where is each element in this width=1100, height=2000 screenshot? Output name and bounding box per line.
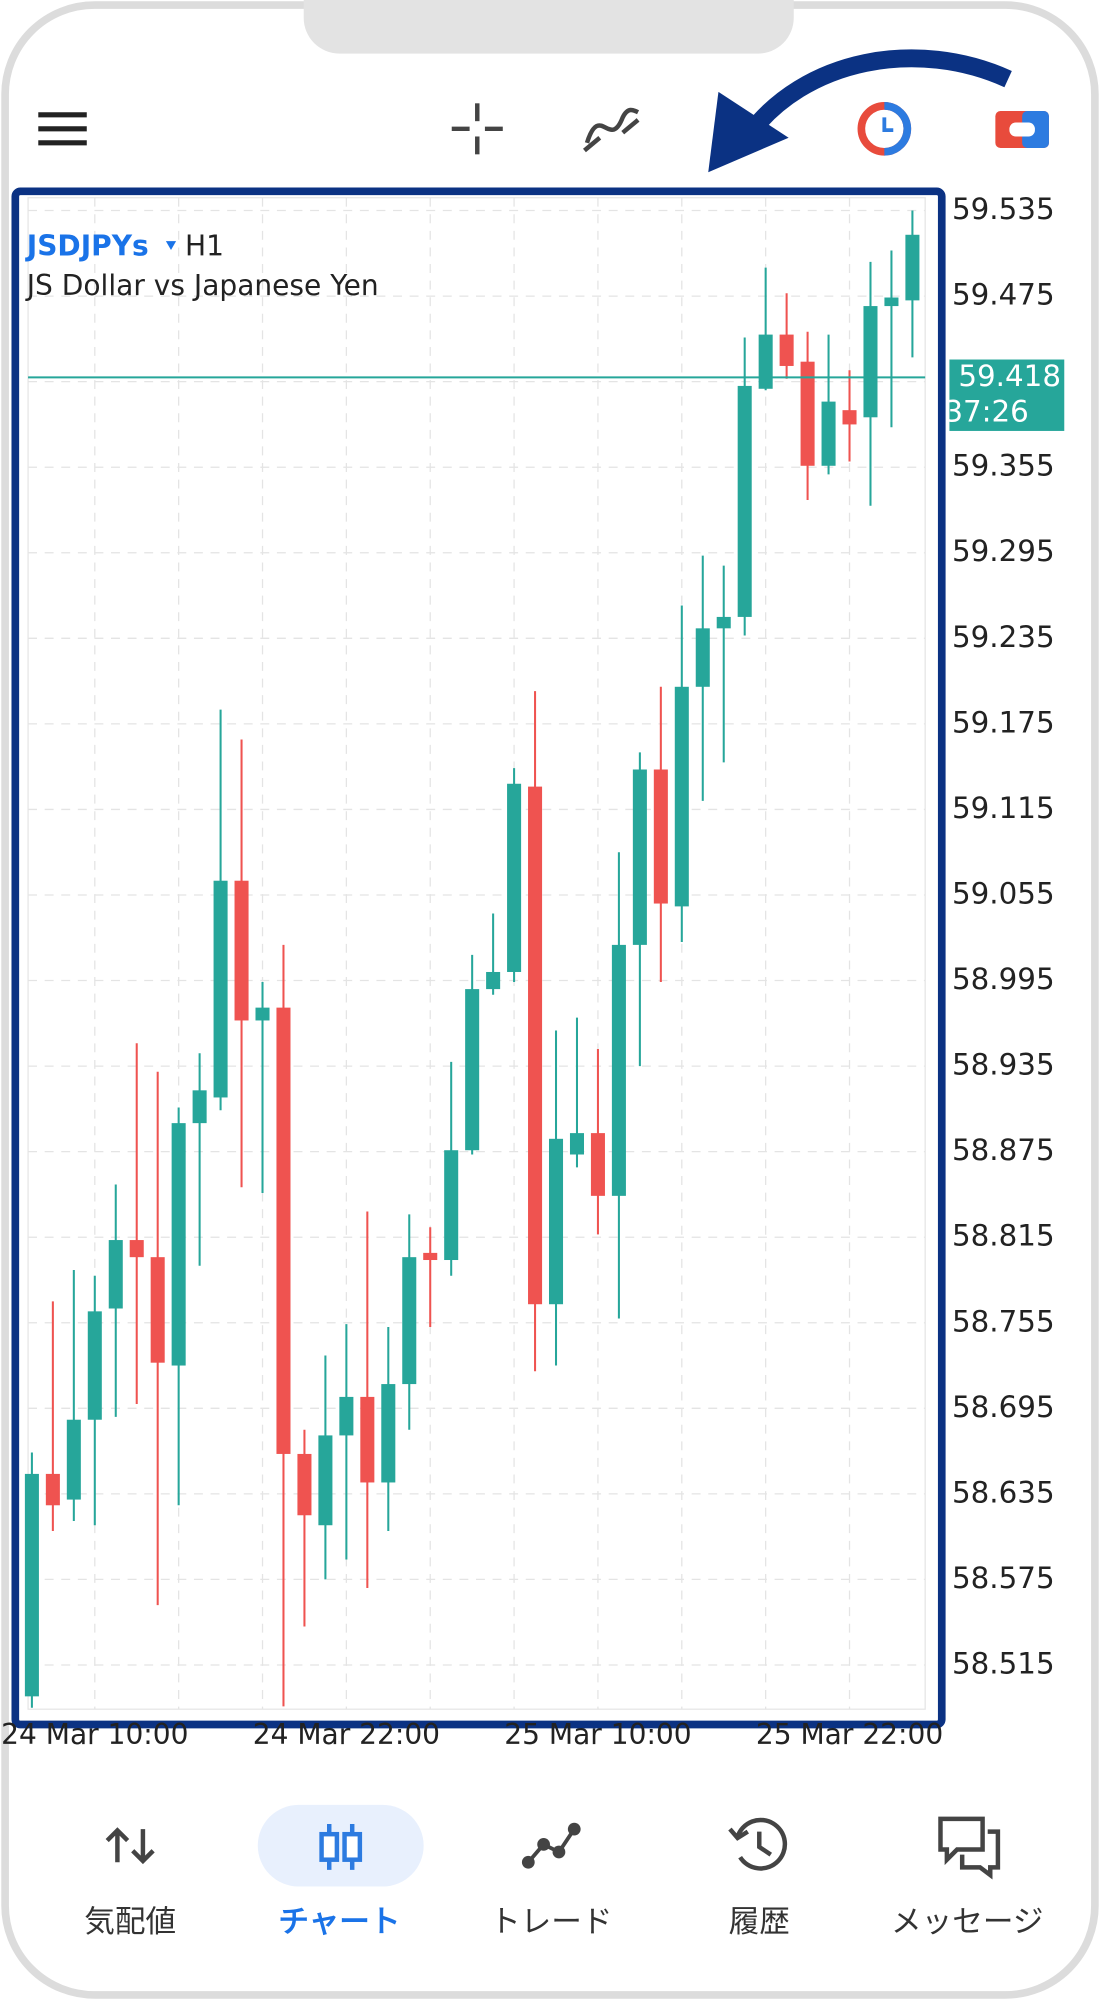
y-tick-label: 58.995 xyxy=(952,962,1055,996)
x-tick-label: 24 Mar 22:00 xyxy=(253,1718,440,1751)
candle-body xyxy=(737,385,752,617)
nav-label[interactable]: メッセージ xyxy=(891,1905,1043,1940)
nav-icon-chart xyxy=(319,1823,363,1870)
candle-body xyxy=(590,1133,605,1196)
candle-body xyxy=(884,297,899,307)
candle-body xyxy=(87,1311,102,1420)
y-tick-label: 59.295 xyxy=(952,534,1055,568)
candle-body xyxy=(800,361,815,466)
menu-button[interactable] xyxy=(38,112,87,146)
candle-body xyxy=(108,1240,123,1309)
candle-body xyxy=(360,1396,375,1483)
candle-body xyxy=(213,880,228,1098)
y-tick-label: 58.875 xyxy=(952,1133,1055,1167)
timeframe-button[interactable] xyxy=(857,102,912,156)
candle-body xyxy=(234,880,249,1021)
candle-body xyxy=(716,616,731,629)
arrow-head xyxy=(708,91,789,173)
nav-label[interactable]: チャート xyxy=(278,1905,400,1940)
candle-body xyxy=(779,334,794,366)
y-tick-label: 59.175 xyxy=(952,705,1055,739)
candle-body xyxy=(905,234,920,301)
x-tick-label: 24 Mar 10:00 xyxy=(1,1718,188,1751)
x-tick-label: 25 Mar 22:00 xyxy=(756,1718,943,1751)
arrow xyxy=(739,49,1012,144)
x-tick-label: 25 Mar 10:00 xyxy=(504,1718,691,1751)
chart: JSDJPYs H1 JS Dollar vs Japanese Yen xyxy=(24,197,926,1710)
candle-body xyxy=(24,1473,39,1697)
nav-icon-quotes xyxy=(105,1827,155,1865)
candle-body xyxy=(695,628,710,687)
candle-body xyxy=(507,783,522,972)
candle-body xyxy=(528,786,543,1305)
nav-label[interactable]: 気配値 xyxy=(84,1905,176,1940)
countdown-label: 37:26 xyxy=(944,395,1029,429)
y-tick-label: 59.115 xyxy=(952,791,1055,825)
candle-body xyxy=(171,1123,186,1366)
candle-body xyxy=(297,1453,312,1516)
candle-body xyxy=(632,769,647,945)
notch xyxy=(303,0,794,54)
candle-body xyxy=(66,1419,81,1500)
timeframe: H1 xyxy=(185,229,224,262)
y-tick-label: 58.515 xyxy=(952,1646,1055,1680)
current-price-box xyxy=(949,359,1065,431)
candle-body xyxy=(150,1257,165,1363)
candle-body xyxy=(276,1007,291,1454)
candle-body xyxy=(569,1133,584,1155)
y-tick-label: 58.575 xyxy=(952,1561,1055,1595)
candle-body xyxy=(486,971,501,990)
candle-body xyxy=(674,686,689,907)
nav-label[interactable]: 履歴 xyxy=(729,1905,790,1940)
y-tick-label: 59.475 xyxy=(952,278,1055,312)
symbol: JSDJPYs xyxy=(25,229,149,262)
y-tick-label: 58.635 xyxy=(952,1475,1055,1509)
nav-icon-trade xyxy=(521,1822,581,1869)
y-tick-label: 58.935 xyxy=(952,1048,1055,1082)
candle-body xyxy=(444,1150,459,1261)
candle-body xyxy=(318,1435,333,1526)
nav-active-pill xyxy=(257,1804,424,1887)
candle-body xyxy=(842,410,857,425)
candle-body xyxy=(548,1138,564,1305)
highlight-frame xyxy=(11,187,946,1729)
y-tick-label: 59.235 xyxy=(952,620,1055,654)
y-tick-label: 58.815 xyxy=(952,1219,1055,1253)
nav-icon-messages xyxy=(938,1816,1001,1880)
candle-body xyxy=(758,334,773,389)
candle-body xyxy=(423,1252,438,1261)
chart-title: JS Dollar vs Japanese Yen xyxy=(25,269,379,302)
trade-button[interactable] xyxy=(995,110,1049,148)
y-tick-label: 58.695 xyxy=(952,1390,1055,1424)
candle-body xyxy=(255,1007,270,1021)
candle-body xyxy=(45,1473,60,1506)
candle-body xyxy=(821,401,836,466)
symbol-dropdown xyxy=(165,241,177,250)
crosshair-button[interactable] xyxy=(451,103,503,155)
candle-body xyxy=(863,306,878,418)
y-tick-label: 59.355 xyxy=(952,449,1055,483)
y-tick-label: 58.755 xyxy=(952,1304,1055,1338)
y-tick-label: 59.535 xyxy=(952,192,1055,226)
candle-body xyxy=(192,1090,207,1124)
candle-body xyxy=(339,1396,354,1436)
indicator-button[interactable] xyxy=(583,107,640,153)
plot-area xyxy=(27,197,926,1710)
y-tick-label: 59.055 xyxy=(952,876,1055,910)
candle-body xyxy=(381,1384,396,1483)
nav-label[interactable]: トレード xyxy=(490,1905,612,1940)
candle-body xyxy=(611,944,626,1196)
candle-body xyxy=(402,1257,417,1385)
current-price-label: 59.418 xyxy=(958,359,1061,393)
nav-icon-history xyxy=(728,1817,788,1871)
candle-body xyxy=(653,769,668,904)
candle-body xyxy=(465,989,480,1151)
candle-body xyxy=(129,1240,144,1258)
